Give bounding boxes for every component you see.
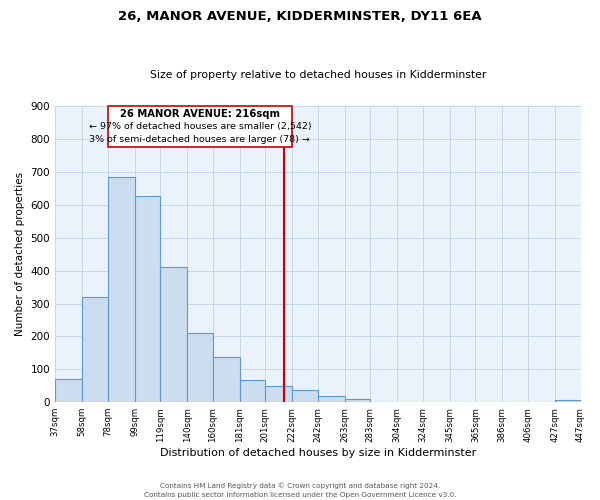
Bar [134, 196, 160, 402]
Bar [318, 396, 344, 402]
FancyBboxPatch shape [107, 106, 292, 148]
Bar [555, 400, 581, 402]
Text: 26, MANOR AVENUE, KIDDERMINSTER, DY11 6EA: 26, MANOR AVENUE, KIDDERMINSTER, DY11 6E… [118, 10, 482, 23]
Bar [265, 386, 292, 402]
Text: 3% of semi-detached houses are larger (78) →: 3% of semi-detached houses are larger (7… [89, 136, 310, 144]
Title: Size of property relative to detached houses in Kidderminster: Size of property relative to detached ho… [149, 70, 486, 81]
Bar [344, 399, 370, 402]
Bar [239, 380, 265, 402]
Text: Contains HM Land Registry data © Crown copyright and database right 2024.
Contai: Contains HM Land Registry data © Crown c… [144, 482, 456, 498]
Bar [82, 297, 107, 402]
Bar [55, 379, 82, 402]
Text: 26 MANOR AVENUE: 216sqm: 26 MANOR AVENUE: 216sqm [120, 108, 280, 118]
X-axis label: Distribution of detached houses by size in Kidderminster: Distribution of detached houses by size … [160, 448, 476, 458]
Bar [107, 177, 134, 402]
Y-axis label: Number of detached properties: Number of detached properties [15, 172, 25, 336]
Bar [212, 357, 239, 402]
Bar [187, 333, 212, 402]
Bar [292, 390, 318, 402]
Bar [160, 268, 187, 402]
Text: ← 97% of detached houses are smaller (2,542): ← 97% of detached houses are smaller (2,… [89, 122, 311, 132]
